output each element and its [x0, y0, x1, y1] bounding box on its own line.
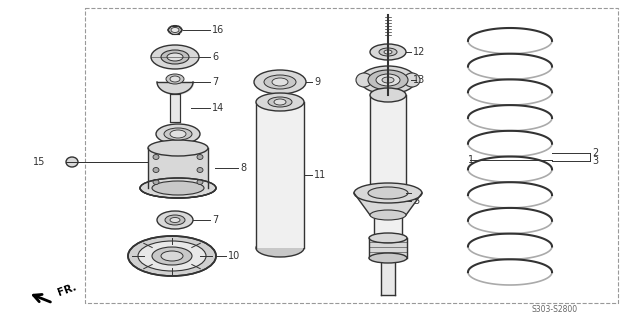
Text: 9: 9	[314, 77, 320, 87]
Ellipse shape	[170, 130, 186, 138]
Ellipse shape	[256, 239, 304, 257]
Ellipse shape	[161, 251, 183, 261]
Text: 1: 1	[468, 155, 474, 165]
Ellipse shape	[376, 74, 400, 86]
Text: 11: 11	[314, 170, 326, 180]
Text: 7: 7	[212, 215, 218, 225]
Ellipse shape	[379, 48, 397, 56]
Ellipse shape	[370, 210, 406, 220]
Bar	[85, 8, 618, 303]
Ellipse shape	[256, 93, 304, 111]
Polygon shape	[370, 95, 406, 200]
Text: 14: 14	[212, 103, 224, 113]
Ellipse shape	[161, 50, 189, 64]
Ellipse shape	[153, 179, 159, 184]
Ellipse shape	[369, 233, 407, 243]
Ellipse shape	[153, 168, 159, 172]
Polygon shape	[381, 258, 395, 295]
Ellipse shape	[153, 155, 159, 160]
Ellipse shape	[156, 124, 200, 144]
Ellipse shape	[274, 99, 286, 105]
Text: 5: 5	[413, 196, 419, 206]
Ellipse shape	[268, 97, 292, 107]
Ellipse shape	[157, 211, 193, 229]
Polygon shape	[354, 193, 422, 215]
Ellipse shape	[165, 215, 185, 225]
Ellipse shape	[197, 168, 203, 172]
Polygon shape	[374, 215, 402, 258]
Ellipse shape	[138, 241, 206, 271]
Text: FR.: FR.	[56, 282, 77, 298]
Ellipse shape	[404, 73, 420, 87]
Ellipse shape	[66, 157, 78, 167]
Polygon shape	[140, 188, 216, 198]
Text: 15: 15	[33, 157, 45, 167]
Text: 10: 10	[228, 251, 240, 261]
Ellipse shape	[128, 236, 216, 276]
Ellipse shape	[152, 247, 192, 265]
Text: 8: 8	[240, 163, 246, 173]
Bar	[148, 148, 208, 188]
Text: S303-S2800: S303-S2800	[532, 306, 578, 315]
Ellipse shape	[384, 50, 392, 54]
Ellipse shape	[272, 78, 288, 86]
Text: 7: 7	[212, 77, 218, 87]
Ellipse shape	[368, 187, 408, 199]
Text: 12: 12	[413, 47, 426, 57]
Ellipse shape	[370, 44, 406, 60]
Ellipse shape	[152, 181, 204, 195]
Ellipse shape	[170, 218, 180, 223]
Text: 4: 4	[413, 188, 419, 198]
Ellipse shape	[140, 178, 216, 198]
Text: 16: 16	[212, 25, 224, 35]
Ellipse shape	[382, 77, 394, 83]
Ellipse shape	[370, 88, 406, 102]
Ellipse shape	[171, 27, 179, 32]
Ellipse shape	[197, 179, 203, 184]
Ellipse shape	[254, 70, 306, 94]
Ellipse shape	[369, 253, 407, 263]
Ellipse shape	[170, 76, 180, 82]
Ellipse shape	[164, 128, 192, 140]
Ellipse shape	[151, 45, 199, 69]
Bar	[256, 102, 304, 248]
Ellipse shape	[166, 74, 184, 84]
Ellipse shape	[148, 140, 208, 156]
Ellipse shape	[167, 53, 183, 61]
Text: 3: 3	[592, 156, 598, 166]
Polygon shape	[369, 238, 407, 258]
Bar	[170, 94, 180, 122]
Ellipse shape	[168, 25, 182, 34]
Ellipse shape	[264, 75, 296, 89]
Text: 13: 13	[413, 75, 425, 85]
Text: 6: 6	[212, 52, 218, 62]
Text: 2: 2	[592, 148, 598, 158]
Ellipse shape	[197, 155, 203, 160]
Ellipse shape	[356, 73, 372, 87]
Ellipse shape	[354, 183, 422, 203]
Ellipse shape	[360, 66, 416, 94]
Ellipse shape	[368, 70, 408, 90]
